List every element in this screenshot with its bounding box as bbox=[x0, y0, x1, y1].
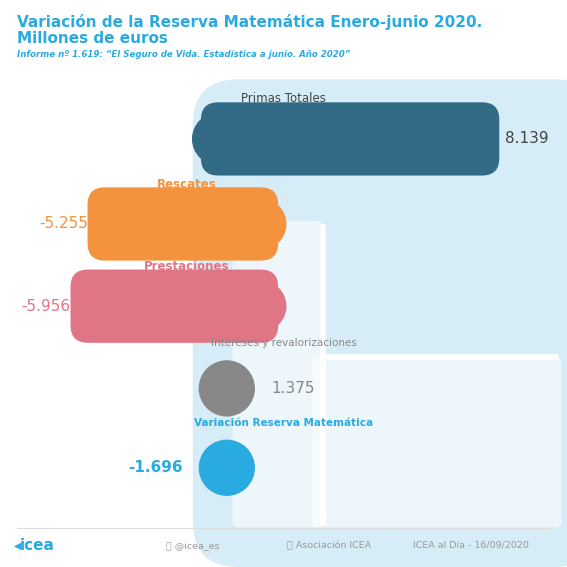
Text: Prestaciones: Prestaciones bbox=[145, 260, 230, 273]
Text: 8.139: 8.139 bbox=[505, 132, 548, 146]
Text: Intereses y revalorizaciones: Intereses y revalorizaciones bbox=[210, 338, 357, 349]
Text: -1.696: -1.696 bbox=[128, 460, 183, 475]
FancyBboxPatch shape bbox=[87, 187, 278, 261]
FancyBboxPatch shape bbox=[201, 102, 500, 176]
Circle shape bbox=[193, 114, 243, 164]
Circle shape bbox=[193, 114, 243, 164]
Text: ◀: ◀ bbox=[14, 540, 22, 551]
Text: icea: icea bbox=[20, 538, 55, 553]
Text: ␧ @icea_es: ␧ @icea_es bbox=[166, 541, 219, 550]
Text: Millones de euros: Millones de euros bbox=[17, 31, 168, 46]
Text: ICEA al Día - 16/09/2020: ICEA al Día - 16/09/2020 bbox=[413, 541, 528, 550]
Text: -5.956: -5.956 bbox=[22, 299, 71, 314]
Text: ⓘ Asociación ICEA: ⓘ Asociación ICEA bbox=[287, 541, 371, 550]
Circle shape bbox=[200, 441, 254, 495]
Text: Rescates: Rescates bbox=[157, 177, 217, 191]
FancyBboxPatch shape bbox=[232, 221, 323, 527]
Text: Variación de la Reserva Matemática Enero-junio 2020.: Variación de la Reserva Matemática Enero… bbox=[17, 14, 483, 30]
Circle shape bbox=[194, 115, 243, 163]
Circle shape bbox=[236, 199, 286, 249]
Text: Primas Totales: Primas Totales bbox=[241, 92, 326, 105]
Text: -5.255: -5.255 bbox=[39, 217, 88, 231]
FancyBboxPatch shape bbox=[193, 79, 567, 567]
Circle shape bbox=[200, 361, 254, 416]
FancyBboxPatch shape bbox=[70, 269, 278, 343]
Text: Variación Reserva Matemática: Variación Reserva Matemática bbox=[194, 418, 373, 428]
Circle shape bbox=[236, 281, 286, 331]
Text: 1.375: 1.375 bbox=[271, 381, 315, 396]
Text: Informe nº 1.619: “El Seguro de Vida. Estadística a junio. Año 2020”: Informe nº 1.619: “El Seguro de Vida. Es… bbox=[17, 50, 350, 59]
FancyBboxPatch shape bbox=[312, 357, 561, 527]
